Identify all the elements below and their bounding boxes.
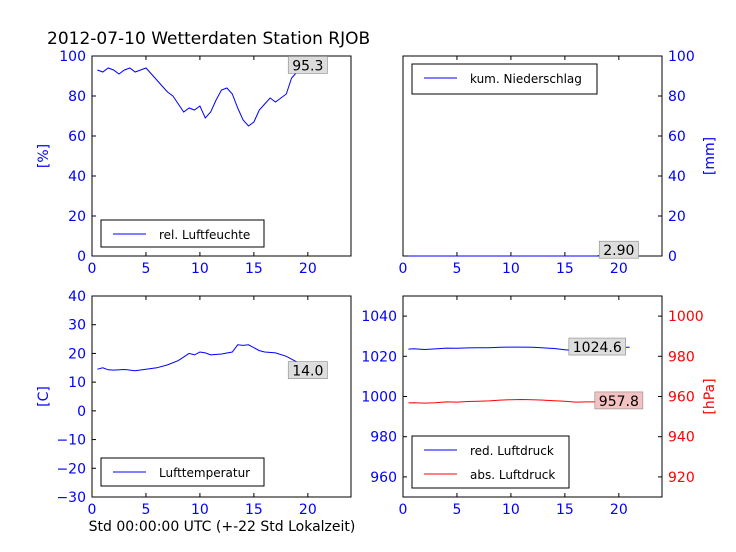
legend-box (411, 63, 598, 95)
y-tick-label-right: 980 (668, 349, 695, 365)
y-tick-label: 100 (59, 49, 86, 65)
x-tick-label: 15 (245, 261, 263, 277)
x-tick-label: 20 (610, 502, 628, 518)
x-tick-label: 15 (556, 261, 574, 277)
x-tick-label: 0 (88, 502, 97, 518)
y-tick-label: 980 (370, 430, 397, 446)
legend-label: abs. Luftdruck (470, 468, 555, 482)
figure-title: 2012-07-10 Wetterdaten Station RJOB (47, 29, 370, 49)
x-tick-label: 10 (191, 502, 209, 518)
x-tick-label: 5 (452, 502, 461, 518)
x-tick-label: 5 (452, 261, 461, 277)
annotation-box (568, 337, 626, 356)
x-tick-label: 0 (399, 261, 408, 277)
x-tick-label: 0 (399, 502, 408, 518)
y-axis-label: [mm] (702, 137, 718, 175)
x-tick-label: 10 (502, 261, 520, 277)
y-tick-label: 0 (77, 249, 86, 265)
y-tick-label: 1000 (361, 390, 397, 406)
annotation-label: 957.8 (599, 394, 639, 410)
x-tick-label: 20 (299, 261, 317, 277)
legend-label: rel. Luftfeuchte (159, 228, 250, 242)
x-tick-label: 15 (245, 502, 263, 518)
y-tick-label: 20 (68, 346, 86, 362)
series-line-abs-luftdruck (408, 398, 630, 404)
x-tick-label: 20 (610, 261, 628, 277)
y-tick-label: 1040 (361, 309, 397, 325)
y-tick-label: 60 (668, 129, 686, 145)
panel-precipitation: 0 5 10 15 20 0 20 40 60 80 100 [mm] 2.90 kum. Nieders… (399, 49, 718, 277)
annotation-label: 14.0 (292, 364, 323, 380)
y-tick-label: 100 (668, 49, 695, 65)
y-tick-label: 0 (668, 249, 677, 265)
y-tick-label-right: 920 (668, 470, 695, 486)
y-tick-label: 40 (68, 169, 86, 185)
x-tick-label: 0 (88, 261, 97, 277)
y-tick-label: 80 (668, 89, 686, 105)
panel-humidity: 0 5 10 15 20 0 20 40 60 80 100 [%] 95.3 rel. Luftfeuc… (36, 49, 352, 277)
annotation-label: 1024.6 (573, 340, 622, 356)
x-tick-label: 15 (556, 502, 574, 518)
y-tick-label: 60 (68, 129, 86, 145)
y-tick-label: −10 (56, 433, 86, 449)
x-tick-label: 5 (141, 502, 150, 518)
footer-xlabel: Std 00:00:00 UTC (+-22 Std Lokalzeit) (89, 519, 356, 535)
plot-frame (91, 55, 352, 257)
y-axis-label: [C] (36, 386, 52, 407)
y-tick-label-right: 940 (668, 430, 695, 446)
x-tick-label: 5 (141, 261, 150, 277)
y-axis-label: [hPa] (702, 378, 718, 414)
legend-label: red. Luftdruck (470, 444, 554, 458)
y-tick-label: −30 (56, 490, 86, 506)
panel-temperature: 0 5 10 15 20 −30 −20 −10 0 10 20 30 40 [C] 14.0 Lufttem… (36, 289, 352, 518)
y-tick-label: 20 (668, 209, 686, 225)
annotation-box (594, 391, 644, 410)
legend-box (411, 435, 570, 489)
y-tick-label: 960 (370, 470, 397, 486)
y-tick-label: −20 (56, 461, 86, 477)
series-line-kum-niederschlag (408, 249, 630, 257)
x-tick-label: 20 (299, 502, 317, 518)
y-tick-label: 30 (68, 318, 86, 334)
series-line-rel-luftfeuchte (97, 64, 319, 127)
panel-pressure: 0 5 10 15 20 960 980 1000 1020 1040 920 940 960 980 10… (361, 295, 718, 518)
y-tick-label: 10 (68, 375, 86, 391)
y-axis-label: [%] (36, 144, 52, 168)
annotation-box (598, 240, 639, 259)
annotation-label: 95.3 (292, 58, 323, 74)
legend-label: kum. Niederschlag (470, 72, 582, 86)
y-tick-label: 80 (68, 89, 86, 105)
plot-frame (91, 295, 352, 498)
legend-label: Lufttemperatur (159, 466, 250, 480)
annotation-label: 2.90 (603, 243, 634, 259)
y-tick-label: 1020 (361, 349, 397, 365)
series-line-lufttemperatur (97, 344, 319, 372)
y-tick-label: 20 (68, 209, 86, 225)
y-tick-label-right: 1000 (668, 309, 704, 325)
annotation-box (287, 361, 328, 379)
x-tick-label: 10 (502, 502, 520, 518)
y-tick-label: 40 (668, 169, 686, 185)
y-tick-label: 0 (77, 404, 86, 420)
x-tick-label: 10 (191, 261, 209, 277)
y-tick-label-right: 960 (668, 390, 695, 406)
y-tick-label: 40 (68, 289, 86, 305)
annotation-box (287, 56, 328, 74)
